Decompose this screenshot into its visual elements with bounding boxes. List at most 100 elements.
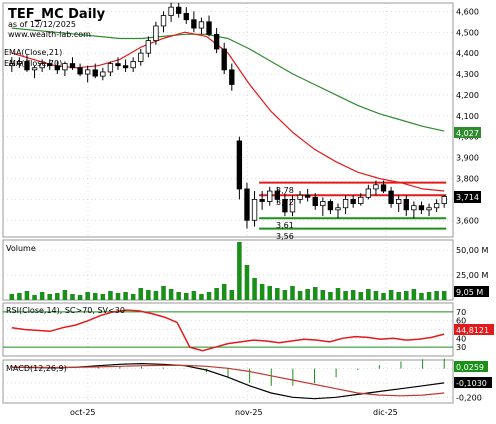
candle-body [433, 203, 440, 209]
volume-bar [328, 292, 333, 300]
volume-bar [388, 290, 394, 300]
rsi-tick-label: 30 [456, 343, 466, 352]
volume-bar [39, 292, 45, 300]
candlesticks [9, 3, 447, 229]
volume-bar [396, 292, 401, 300]
volume-bar [252, 278, 257, 300]
candle-body [289, 198, 296, 213]
price-tick-label: 4,400 [456, 49, 479, 58]
volume-bar [206, 292, 212, 300]
close-value-tag [454, 191, 481, 203]
volume-bar [305, 289, 310, 300]
volume-bar [290, 286, 295, 300]
candle-body [77, 67, 83, 75]
price-panel-frame [2, 2, 454, 238]
candle-body [267, 190, 273, 202]
volume-bar [373, 291, 379, 300]
candle-body [47, 63, 53, 67]
candle-body [115, 63, 121, 67]
macd-value-text: 0,0259 [456, 363, 484, 372]
candle-body [176, 6, 182, 14]
volume-tick-label: 25,00 M [456, 271, 488, 280]
candle-body [259, 198, 265, 202]
volume-bar [146, 290, 151, 300]
volume-bar [312, 287, 318, 300]
volume-bar [221, 284, 227, 300]
volume-bar [419, 293, 424, 300]
volume-value-tag [454, 286, 489, 297]
macd-signal-value-text: -0,1030 [456, 379, 487, 388]
volume-bar [168, 289, 174, 300]
volume-panel-label: Volume [6, 244, 36, 253]
volume-bar [350, 290, 356, 300]
macd-lines [11, 358, 445, 400]
volume-bar [244, 265, 250, 300]
website-label: www.wealth-lab.com [8, 30, 91, 39]
candle-body [191, 19, 197, 29]
volume-bar [214, 288, 219, 300]
volume-bar [161, 286, 166, 300]
candle-body [62, 63, 68, 71]
volume-bar [9, 294, 15, 300]
candle-body [297, 194, 303, 200]
candle-body [342, 198, 349, 209]
volume-bar [47, 294, 52, 300]
ema70-line [11, 27, 445, 132]
candle-body [168, 6, 174, 16]
candle-body [426, 207, 432, 211]
level-label-resistance-low: 3,72 [276, 198, 294, 207]
rsi-panel-label: RSI(Close,14), SC>70, SV<30 [6, 306, 125, 315]
candle-body [206, 21, 212, 35]
volume-bar [282, 290, 288, 300]
month-label-dic: dic-25 [373, 408, 398, 417]
candle-body [312, 196, 318, 207]
volume-bar [411, 289, 417, 300]
legend-ema21: EMA(Close,21) [4, 48, 62, 57]
volume-bar [85, 292, 90, 300]
candle-body [236, 140, 243, 190]
price-tick-label: 3,900 [456, 154, 479, 163]
candle-body [403, 198, 409, 211]
candle-body [229, 69, 235, 85]
volume-bar [70, 294, 75, 300]
volume-bar [237, 242, 242, 300]
volume-bar [32, 295, 37, 300]
volume-value-text: 9,05 M [456, 288, 483, 297]
rsi-tick-label: 60 [456, 317, 466, 326]
candle-body [396, 198, 402, 204]
volume-bar [153, 291, 159, 300]
candle-body [282, 198, 288, 213]
price-tick-label: 3,800 [456, 175, 479, 184]
price-tick-label: 3,600 [456, 216, 479, 225]
macd-panel-frame [2, 359, 454, 404]
candle-body [221, 48, 227, 71]
candle-body [39, 63, 45, 69]
level-label-resistance-high: 3,78 [276, 186, 294, 195]
candle-body [373, 184, 379, 190]
volume-bar [404, 291, 409, 300]
close-value-text: 3,714 [456, 193, 479, 202]
price-tick-label: 4,600 [456, 7, 479, 16]
candle-body [198, 21, 205, 29]
volume-bar [24, 291, 30, 300]
volume-bar [381, 293, 386, 300]
volume-bar [123, 292, 128, 300]
volume-bar [130, 294, 136, 300]
macd-signal-line [11, 364, 445, 397]
candle-body [122, 65, 129, 69]
volume-bar [100, 294, 106, 300]
support-resistance-lines [259, 181, 447, 230]
volume-bar [275, 288, 280, 300]
volume-bar [335, 288, 341, 300]
volume-bar [358, 292, 364, 300]
volume-bar [320, 290, 326, 300]
ema70-value-text: 4,027 [456, 129, 479, 138]
candle-body [145, 40, 152, 54]
candle-body [335, 207, 341, 211]
candle-body [9, 63, 15, 67]
candle-body [54, 65, 60, 71]
candle-body [418, 205, 425, 211]
volume-panel-frame [2, 239, 454, 301]
rsi-line [11, 309, 445, 352]
